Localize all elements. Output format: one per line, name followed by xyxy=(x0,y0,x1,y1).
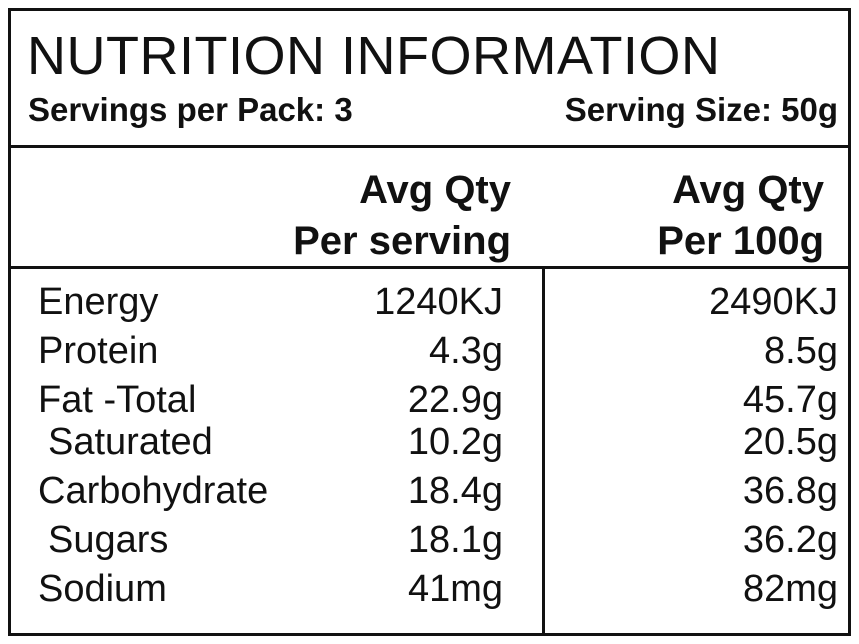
table-row: Carbohydrate 18.4g 36.8g xyxy=(11,472,848,518)
table-row: Fat -Total 22.9g 45.7g xyxy=(11,381,848,427)
per-serving-header-line1: Avg Qty xyxy=(359,168,511,212)
serving-size: Serving Size: 50g xyxy=(564,91,838,128)
per-100g-value: 36.2g xyxy=(742,519,838,561)
title-section: NUTRITION INFORMATION Servings per Pack:… xyxy=(11,11,848,148)
nutrient-label: Sugars xyxy=(48,519,169,561)
servings-per-pack: Servings per Pack: 3 xyxy=(28,91,353,128)
per-100g-value: 8.5g xyxy=(764,330,838,372)
per-serving-value: 4.3g xyxy=(429,330,503,372)
per-serving-value: 41mg xyxy=(407,568,503,610)
per-100g-value: 2490KJ xyxy=(709,281,838,323)
column-divider xyxy=(542,269,545,633)
per-100g-value: 20.5g xyxy=(742,421,838,463)
per-100g-value: 82mg xyxy=(742,568,838,610)
panel-title: NUTRITION INFORMATION xyxy=(27,26,721,86)
nutrient-label: Energy xyxy=(38,281,159,323)
per-serving-value: 10.2g xyxy=(407,421,503,463)
per-serving-value: 22.9g xyxy=(407,379,503,421)
per-serving-value: 18.4g xyxy=(407,470,503,512)
nutrient-label: Fat -Total xyxy=(38,379,197,421)
nutrition-panel: NUTRITION INFORMATION Servings per Pack:… xyxy=(8,8,851,636)
per-serving-header-line2: Per serving xyxy=(293,219,511,263)
per-100g-header-line2: Per 100g xyxy=(657,219,824,263)
per-serving-value: 18.1g xyxy=(407,519,503,561)
table-row: Protein 4.3g 8.5g xyxy=(11,332,848,378)
nutrient-label: Saturated xyxy=(48,421,213,463)
nutrient-label: Sodium xyxy=(38,568,167,610)
column-header-section: Avg Qty Per serving Avg Qty Per 100g xyxy=(11,148,848,269)
nutrient-label: Protein xyxy=(38,330,159,372)
table-row: Energy 1240KJ 2490KJ xyxy=(11,283,848,329)
per-100g-value: 45.7g xyxy=(742,379,838,421)
per-serving-value: 1240KJ xyxy=(374,281,503,323)
nutrient-label: Carbohydrate xyxy=(38,470,269,512)
table-row: Sodium 41mg 82mg xyxy=(11,570,848,616)
per-100g-value: 36.8g xyxy=(742,470,838,512)
table-row: Sugars 18.1g 36.2g xyxy=(11,521,848,567)
table-row: Saturated 10.2g 20.5g xyxy=(11,423,848,469)
per-100g-header-line1: Avg Qty xyxy=(672,168,824,212)
